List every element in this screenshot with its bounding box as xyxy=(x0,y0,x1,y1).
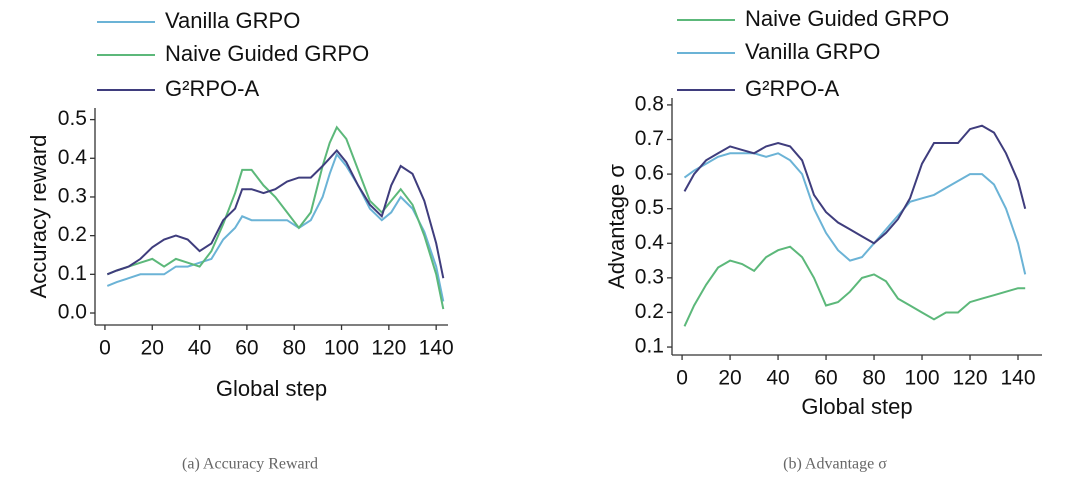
x-tick-label: 80 xyxy=(862,367,885,390)
legend-label: Vanilla GRPO xyxy=(165,8,300,33)
legend-label: G²RPO-A xyxy=(165,76,259,101)
y-tick-label: 0.4 xyxy=(635,231,665,254)
x-tick-label: 140 xyxy=(1000,367,1035,390)
x-tick-label: 40 xyxy=(188,337,211,360)
y-axis-label: Accuracy reward xyxy=(26,135,51,299)
y-tick-label: 0.7 xyxy=(635,127,664,150)
x-tick-label: 120 xyxy=(952,367,987,390)
line xyxy=(106,152,445,302)
y-tick-label: 0.2 xyxy=(635,300,664,323)
x-axis-label: Global step xyxy=(801,394,912,419)
x-tick-label: 140 xyxy=(419,337,454,360)
caption: (b) Advantage σ xyxy=(783,456,887,473)
y-tick-label: 0.8 xyxy=(635,92,664,115)
x-axis-label: Global step xyxy=(216,376,327,401)
x-tick-label: 120 xyxy=(371,337,406,360)
x-tick-label: 20 xyxy=(141,337,164,360)
legend-label: Naive Guided GRPO xyxy=(165,41,369,66)
legend-label: Naive Guided GRPO xyxy=(745,6,949,31)
x-tick-label: 0 xyxy=(99,337,111,360)
x-tick-label: 20 xyxy=(718,367,741,390)
y-tick-label: 0.3 xyxy=(635,265,664,288)
y-tick-label: 0.1 xyxy=(58,262,87,285)
legend-label: G²RPO-A xyxy=(745,76,839,101)
x-tick-label: 100 xyxy=(324,337,359,360)
y-tick-label: 0.6 xyxy=(635,162,664,185)
y-tick-label: 0.2 xyxy=(58,223,87,246)
x-tick-label: 80 xyxy=(283,337,306,360)
x-tick-label: 100 xyxy=(905,367,940,390)
legend-label: Vanilla GRPO xyxy=(745,39,880,64)
x-tick-label: 0 xyxy=(676,367,688,390)
line xyxy=(106,148,445,279)
y-tick-label: 0.5 xyxy=(58,107,87,130)
y-tick-label: 0.1 xyxy=(635,335,664,358)
line xyxy=(683,124,1027,245)
x-tick-label: 60 xyxy=(814,367,837,390)
y-axis-label: Advantage σ xyxy=(604,164,629,289)
y-tick-label: 0.3 xyxy=(58,185,87,208)
line xyxy=(683,245,1026,327)
y-tick-label: 0.4 xyxy=(58,146,88,169)
y-tick-label: 0.0 xyxy=(58,301,87,324)
x-tick-label: 60 xyxy=(235,337,258,360)
caption: (a) Accuracy Reward xyxy=(182,456,318,473)
line xyxy=(683,152,1027,275)
y-tick-label: 0.5 xyxy=(635,196,664,219)
x-tick-label: 40 xyxy=(766,367,789,390)
line xyxy=(106,125,445,310)
